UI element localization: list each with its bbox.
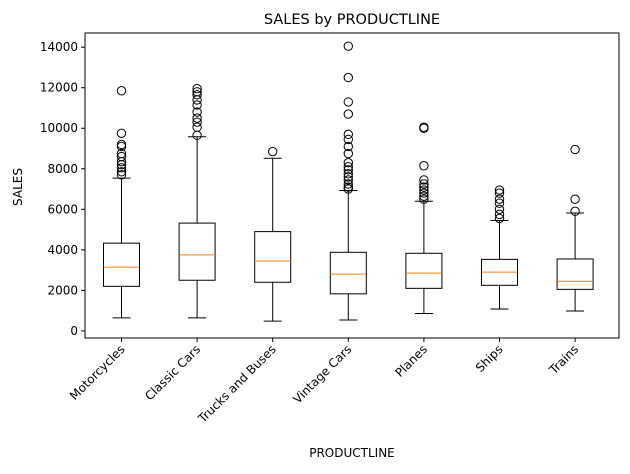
- outlier-point: [343, 175, 353, 185]
- outlier-point: [192, 90, 202, 100]
- outlier-point: [343, 169, 353, 179]
- x-tick-label: Classic Cars: [142, 342, 203, 403]
- outlier-point: [192, 113, 202, 123]
- outlier-point: [343, 109, 353, 119]
- outlier-point: [419, 185, 429, 195]
- outlier-point: [343, 162, 353, 172]
- iqr-box: [103, 242, 140, 287]
- outlier-point: [343, 148, 353, 159]
- y-axis-label: SALES: [11, 168, 25, 206]
- outlier-point: [343, 172, 353, 182]
- x-tick-label: Ships: [473, 342, 506, 375]
- outlier-point: [343, 141, 353, 152]
- y-tick-label: 6000: [47, 202, 78, 216]
- outlier-point: [116, 151, 127, 162]
- outlier-point: [343, 179, 353, 189]
- iqr-box: [329, 251, 367, 295]
- iqr-box: [556, 258, 594, 290]
- outlier-point: [192, 117, 202, 127]
- outlier-point: [268, 146, 278, 157]
- outlier-point: [343, 129, 353, 140]
- outlier-point: [494, 185, 505, 195]
- outlier-point: [343, 41, 353, 51]
- outlier-point: [343, 182, 353, 192]
- outlier-point: [419, 122, 429, 132]
- outlier-point: [419, 194, 429, 204]
- iqr-box: [254, 231, 292, 283]
- outlier-point: [419, 188, 429, 198]
- outlier-point: [192, 87, 202, 97]
- chart-title: SALES by PRODUCTLINE: [264, 12, 440, 28]
- y-tick-label: 8000: [47, 162, 78, 176]
- x-tick-label: Planes: [392, 342, 430, 380]
- plot-frame: [84, 32, 620, 339]
- outlier-point: [116, 139, 127, 150]
- outlier-point: [116, 163, 127, 173]
- y-tick-label: 2000: [47, 283, 78, 297]
- iqr-box: [405, 252, 443, 289]
- outlier-point: [192, 122, 202, 132]
- outlier-point: [116, 167, 127, 177]
- y-tick-label: 4000: [47, 243, 78, 257]
- x-tick-label: Trains: [546, 342, 581, 377]
- outlier-point: [419, 182, 429, 192]
- x-tick-label: Motorcycles: [67, 342, 128, 403]
- outlier-point: [116, 86, 127, 96]
- outlier-point: [419, 191, 429, 201]
- outlier-point: [116, 170, 127, 180]
- outlier-point: [343, 72, 353, 83]
- outlier-point: [116, 128, 127, 139]
- outlier-point: [494, 188, 505, 198]
- y-tick-label: 0: [70, 324, 78, 338]
- outlier-point: [570, 194, 580, 204]
- outlier-point: [570, 206, 580, 217]
- y-tick-label: 10000: [40, 121, 78, 135]
- outlier-point: [494, 198, 505, 208]
- outlier-point: [419, 161, 429, 171]
- outlier-point: [192, 95, 202, 105]
- outlier-point: [116, 148, 127, 159]
- outlier-point: [419, 179, 429, 189]
- outlier-point: [494, 194, 505, 204]
- outlier-point: [419, 175, 429, 185]
- iqr-box: [178, 222, 216, 281]
- x-axis-label: PRODUCTLINE: [309, 446, 395, 460]
- plot-area: 0 2000 4000 6000 8000 10000 12000 14000 Motorcyc…: [40, 32, 620, 426]
- outlier-point: [570, 144, 580, 155]
- outlier-point: [343, 97, 353, 107]
- outlier-point: [343, 158, 353, 168]
- outlier-point: [192, 107, 202, 117]
- y-tick-label: 14000: [40, 40, 78, 54]
- x-tick-label: Vintage Cars: [290, 342, 354, 406]
- outlier-point: [494, 209, 505, 220]
- y-tick-label: 12000: [40, 81, 78, 95]
- outlier-point: [192, 84, 202, 94]
- outlier-point: [192, 100, 202, 110]
- outlier-point: [343, 165, 353, 175]
- outlier-point: [494, 204, 505, 215]
- outlier-point: [343, 134, 353, 145]
- outlier-point: [494, 213, 505, 224]
- x-tick-label: Trucks and Buses: [195, 342, 279, 426]
